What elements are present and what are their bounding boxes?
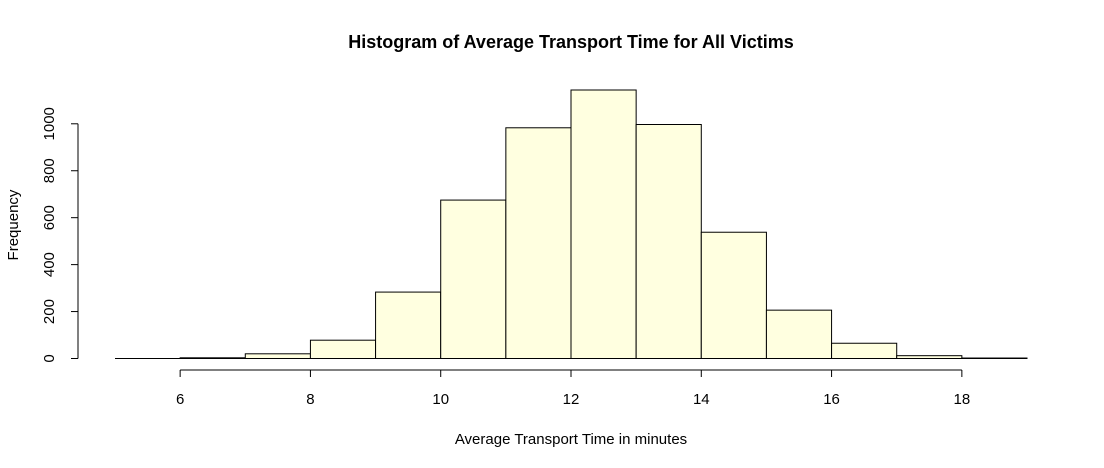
histogram-bars	[179, 89, 1028, 360]
x-tick-label: 14	[693, 391, 710, 408]
x-tick-label: 18	[954, 391, 971, 408]
y-tick-label: 800	[41, 158, 58, 183]
y-axis: 0 200 400 600 800 1000	[41, 107, 79, 363]
histogram-bar	[831, 342, 898, 360]
x-axis: 6 8 10 12 14 16 18	[176, 369, 971, 408]
histogram-bar	[440, 199, 507, 359]
x-axis-title: Average Transport Time in minutes	[455, 431, 687, 448]
y-tick-label: 200	[41, 299, 58, 324]
x-tick-label: 10	[432, 391, 449, 408]
histogram-bar	[570, 89, 637, 359]
histogram-bar	[635, 124, 702, 359]
histogram-bar	[505, 127, 572, 359]
chart-title: Histogram of Average Transport Time for …	[348, 32, 793, 52]
y-tick-label: 1000	[41, 107, 58, 140]
y-axis-title: Frequency	[5, 189, 22, 260]
x-tick-label: 12	[563, 391, 580, 408]
x-tick-label: 6	[176, 391, 184, 408]
y-tick-label: 600	[41, 205, 58, 230]
histogram-bar	[244, 353, 311, 359]
y-tick-label: 0	[41, 354, 58, 362]
x-tick-label: 16	[823, 391, 840, 408]
histogram-bar	[765, 309, 833, 359]
histogram-bar	[375, 291, 442, 359]
histogram-bar	[700, 231, 767, 359]
x-tick-label: 8	[306, 391, 314, 408]
histogram-bar	[309, 339, 377, 359]
y-tick-label: 400	[41, 252, 58, 277]
